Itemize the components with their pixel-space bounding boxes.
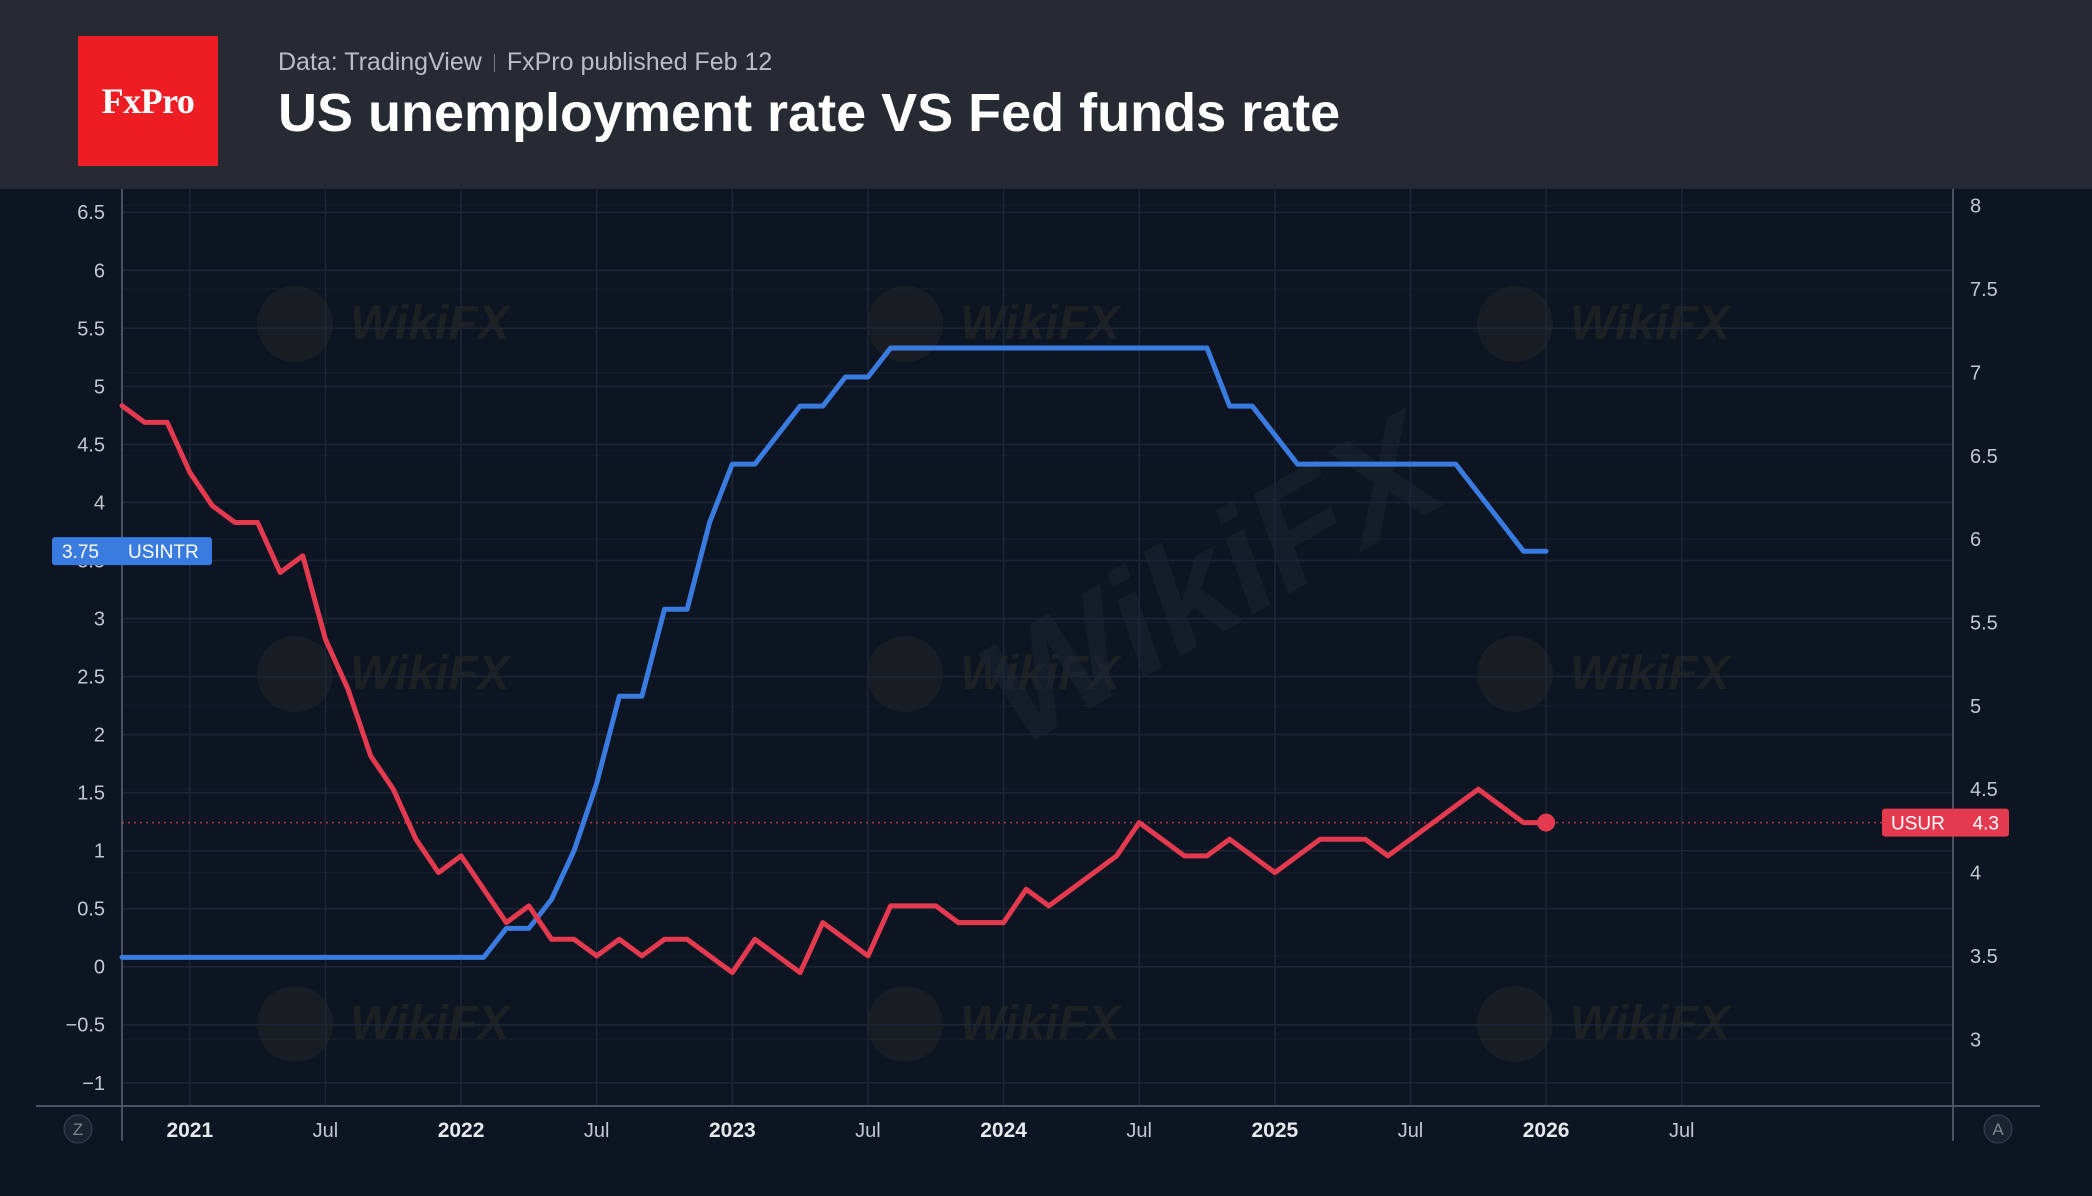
series-line-usintr [119, 345, 1549, 960]
watermark-text: WikiFX [1570, 647, 1733, 700]
right-axis-tick-label: 5.5 [1970, 612, 1998, 634]
x-axis-year-label: 2021 [166, 1119, 213, 1142]
watermark-logo-icon [257, 636, 333, 712]
watermark-logo-icon [1477, 286, 1553, 362]
watermark-text: WikiFX [350, 297, 513, 350]
left-axis-tick-label: 3 [94, 608, 105, 630]
usintr-value-badge [52, 537, 212, 566]
label-layer: 3.75 USINTR USUR 4.3 [52, 537, 2009, 837]
watermark-text: WikiFX [1570, 297, 1733, 350]
fxpro-logo: FxPro [78, 36, 218, 166]
left-axis-tick-label: 4 [94, 492, 105, 514]
left-axis-tick-label: 1 [94, 841, 105, 863]
auto-scale-left-button[interactable] [63, 1114, 93, 1144]
left-axis-tick-label: −0.5 [66, 1015, 105, 1037]
left-axis-tick-label: 6 [94, 260, 105, 282]
usur-series-label: USUR [1891, 814, 1945, 835]
x-axis-month-label: Jul [1398, 1120, 1424, 1142]
publish-info: FxPro published Feb 12 [506, 48, 773, 76]
right-axis-tick-label: 7 [1970, 362, 1981, 384]
watermark-text: WikiFX [960, 647, 1123, 700]
series-line-usur [119, 403, 1549, 976]
left-axis-tick-label: 4.5 [77, 434, 105, 456]
subtitle-divider [493, 54, 495, 73]
chart-header: FxPro Data: TradingView FxPro published F… [0, 0, 2092, 189]
left-axis-tick-label: 1.5 [77, 783, 105, 805]
left-axis-tick-label: −1 [82, 1073, 105, 1095]
x-axis-month-label: Jul [855, 1120, 881, 1142]
left-axis-tick-label: 5.5 [77, 318, 105, 340]
auto-scale-right-button[interactable] [1983, 1114, 2013, 1144]
right-axis-tick-label: 7.5 [1970, 279, 1998, 301]
left-axis-tick-label: 6.5 [77, 202, 105, 224]
right-axis-tick-label: 6 [1970, 529, 1981, 551]
series-endpoint-usur [1537, 813, 1556, 832]
usintr-last-value: 3.75 [62, 542, 99, 563]
watermark-text: WikiFX [350, 997, 513, 1050]
chart-title: US unemployment rate VS Fed funds rate [278, 83, 1341, 143]
watermark-layer: WikiFX WikiFX WikiFX WikiFX WikiFX WikiFX Wiki… [257, 286, 1733, 1062]
right-axis-tick-label: 5 [1970, 696, 1981, 718]
left-axis-tick-label: 0.5 [77, 899, 105, 921]
watermark-text: WikiFX [1570, 997, 1733, 1050]
watermark-logo-icon [867, 636, 943, 712]
x-axis-month-label: Jul [313, 1120, 339, 1142]
auto-scale-left-label: Z [73, 1120, 83, 1139]
right-axis-tick-label: 8 [1970, 196, 1981, 218]
right-axis-tick-label: 3.5 [1970, 946, 1998, 968]
usintr-series-label: USINTR [128, 542, 199, 563]
x-axis-month-label: Jul [584, 1120, 610, 1142]
right-axis-tick-label: 4.5 [1970, 779, 1998, 801]
chart-canvas[interactable]: WikiFX WikiFX WikiFX WikiFX WikiFX WikiFX Wiki… [0, 189, 2092, 1196]
x-axis-year-label: 2025 [1251, 1119, 1298, 1142]
usur-last-value: 4.3 [1973, 814, 1999, 835]
watermark-logo-icon [1477, 636, 1553, 712]
x-axis-year-label: 2022 [438, 1119, 485, 1142]
watermark-text: WikiFX [350, 647, 513, 700]
right-axis-tick-label: 4 [1970, 863, 1981, 885]
right-axis-tick-label: 6.5 [1970, 446, 1998, 468]
x-axis-year-label: 2024 [980, 1119, 1027, 1142]
watermark-logo-icon [257, 286, 333, 362]
watermark-text: WikiFX [960, 997, 1123, 1050]
watermark-text: WikiFX [960, 297, 1123, 350]
watermark-text-large: WikiFX [952, 378, 1475, 777]
data-source: Data: TradingView [278, 48, 482, 76]
right-axis-tick-label: 3 [1970, 1029, 1981, 1051]
x-axis-year-label: 2023 [709, 1119, 756, 1142]
left-axis-tick-label: 2.5 [77, 667, 105, 689]
x-axis-year-label: 2026 [1523, 1119, 1570, 1142]
watermark-logo-icon [867, 286, 943, 362]
x-axis-month-label: Jul [1126, 1120, 1152, 1142]
x-axis-month-label: Jul [1669, 1120, 1695, 1142]
left-axis-tick-label: 2 [94, 725, 105, 747]
plot-layer [119, 345, 1953, 976]
usur-value-badge [1882, 808, 2009, 837]
axes-layer: 6.5 6 5.5 5 4.5 4 3.5 3 2.5 2 1.5 1 0.5 0 −0.5 −1 8 7.5 7 6… [36, 189, 2040, 1144]
left-axis-tick-label: 0 [94, 957, 105, 979]
auto-scale-right-label: A [1992, 1120, 2004, 1139]
chart-subtitle: Data: TradingView FxPro published Feb 12 [278, 48, 772, 77]
left-axis-tick-label: 5 [94, 376, 105, 398]
